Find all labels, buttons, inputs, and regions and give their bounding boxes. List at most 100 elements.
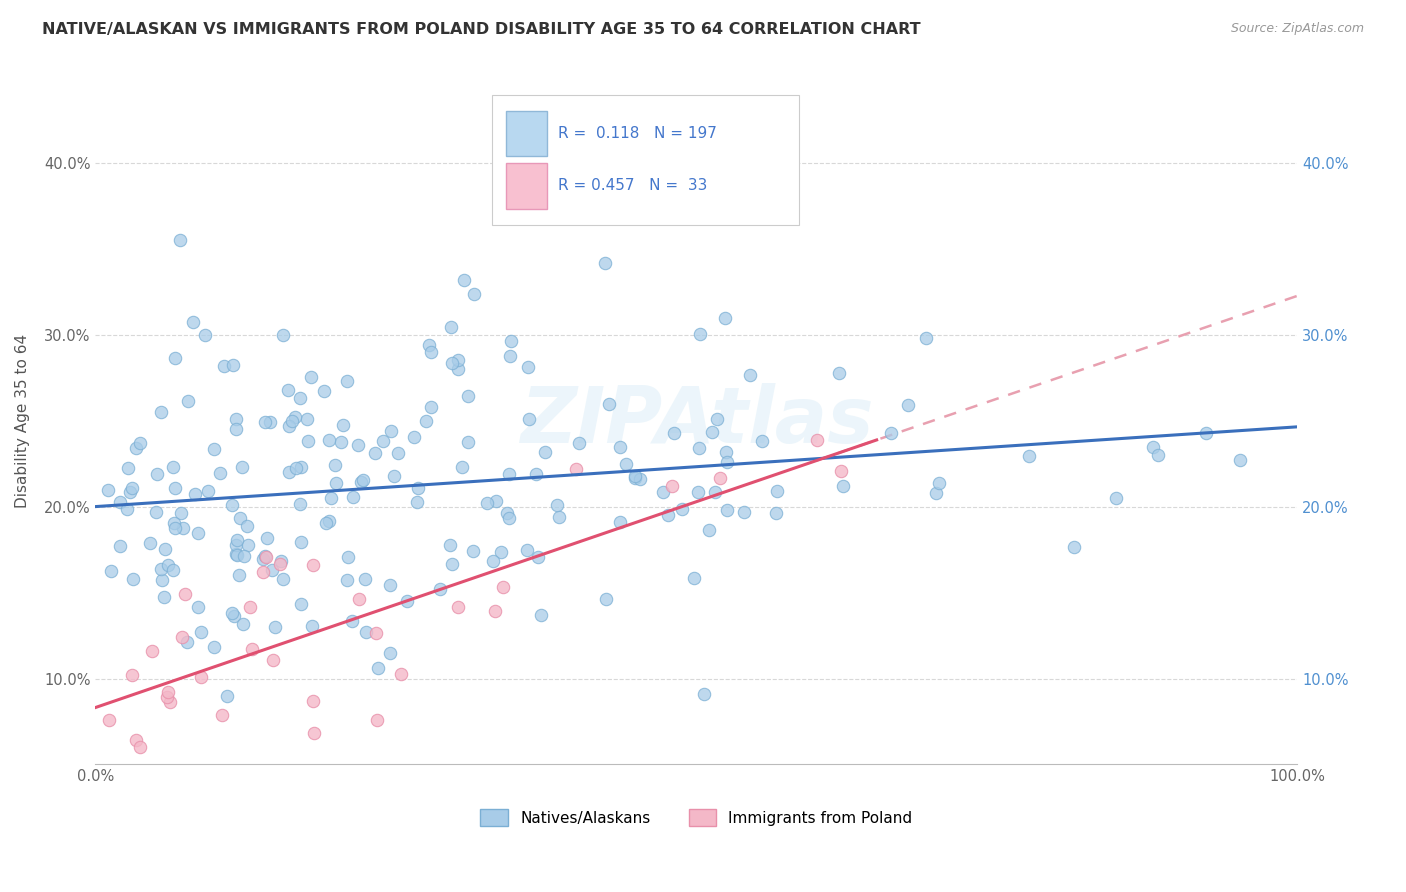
Point	[693, 687, 716, 701]
Point	[231, 460, 253, 475]
Point	[172, 521, 194, 535]
Point	[657, 508, 679, 522]
Point	[420, 400, 443, 414]
Point	[485, 493, 508, 508]
Point	[491, 580, 513, 594]
Point	[125, 733, 148, 747]
Point	[290, 535, 312, 549]
Point	[181, 315, 204, 329]
Point	[153, 590, 176, 604]
Point	[349, 591, 371, 606]
Point	[517, 360, 540, 375]
Point	[163, 516, 186, 530]
Point	[98, 713, 121, 727]
Point	[924, 486, 946, 500]
Point	[484, 604, 506, 618]
Point	[662, 425, 685, 440]
Point	[628, 471, 651, 485]
Point	[108, 539, 131, 553]
Point	[440, 557, 463, 571]
Point	[688, 442, 710, 456]
Point	[187, 600, 209, 615]
Point	[236, 519, 259, 533]
Point	[548, 509, 571, 524]
Point	[285, 461, 308, 475]
Point	[1142, 440, 1164, 454]
Y-axis label: Disability Age 35 to 64: Disability Age 35 to 64	[15, 334, 30, 508]
Point	[714, 445, 737, 459]
Point	[366, 714, 388, 728]
Point	[806, 434, 828, 448]
Point	[352, 473, 374, 487]
Point	[318, 433, 340, 447]
Point	[121, 481, 143, 495]
Point	[616, 457, 638, 471]
Point	[145, 504, 167, 518]
Point	[141, 643, 163, 657]
Point	[738, 368, 761, 382]
Point	[1105, 491, 1128, 506]
Point	[689, 326, 711, 341]
Point	[288, 392, 311, 406]
Point	[100, 564, 122, 578]
Point	[253, 415, 276, 429]
Point	[447, 362, 470, 376]
Point	[451, 459, 474, 474]
Point	[897, 398, 920, 412]
Point	[172, 630, 194, 644]
Point	[301, 618, 323, 632]
Point	[284, 410, 307, 425]
FancyBboxPatch shape	[506, 163, 547, 209]
Point	[387, 446, 409, 460]
Point	[1018, 449, 1040, 463]
Legend: Natives/Alaskans, Immigrants from Poland: Natives/Alaskans, Immigrants from Poland	[474, 803, 918, 832]
Point	[263, 620, 285, 634]
Point	[232, 549, 254, 564]
Point	[187, 526, 209, 541]
Point	[176, 635, 198, 649]
Point	[150, 573, 173, 587]
Point	[396, 594, 419, 608]
Point	[295, 412, 318, 426]
Point	[481, 554, 503, 568]
Point	[382, 468, 405, 483]
Point	[239, 599, 262, 614]
Point	[299, 370, 322, 384]
Point	[830, 464, 852, 478]
Point	[157, 685, 180, 699]
Point	[222, 359, 245, 373]
Point	[565, 462, 588, 476]
Point	[1146, 448, 1168, 462]
Point	[337, 550, 360, 565]
Point	[162, 460, 184, 475]
Point	[1195, 426, 1218, 441]
Point	[733, 505, 755, 519]
Point	[498, 467, 520, 481]
Point	[609, 441, 631, 455]
Point	[225, 538, 247, 552]
Point	[149, 404, 172, 418]
Point	[163, 351, 186, 366]
Point	[353, 572, 375, 586]
Point	[350, 475, 373, 489]
Point	[118, 484, 141, 499]
Text: NATIVE/ALASKAN VS IMMIGRANTS FROM POLAND DISABILITY AGE 35 TO 64 CORRELATION CHA: NATIVE/ALASKAN VS IMMIGRANTS FROM POLAND…	[42, 22, 921, 37]
Point	[380, 424, 402, 438]
Point	[288, 497, 311, 511]
Point	[139, 535, 162, 549]
Point	[1229, 453, 1251, 467]
Text: R =  0.118   N = 197: R = 0.118 N = 197	[558, 127, 717, 141]
Point	[429, 582, 451, 597]
Point	[463, 287, 485, 301]
Point	[225, 411, 247, 425]
Point	[202, 640, 225, 654]
Point	[197, 484, 219, 499]
Point	[546, 498, 568, 512]
Point	[156, 558, 179, 573]
Point	[278, 466, 301, 480]
Point	[439, 538, 461, 552]
Point	[236, 537, 259, 551]
Point	[277, 418, 299, 433]
Point	[225, 422, 247, 436]
Text: Source: ZipAtlas.com: Source: ZipAtlas.com	[1230, 22, 1364, 36]
